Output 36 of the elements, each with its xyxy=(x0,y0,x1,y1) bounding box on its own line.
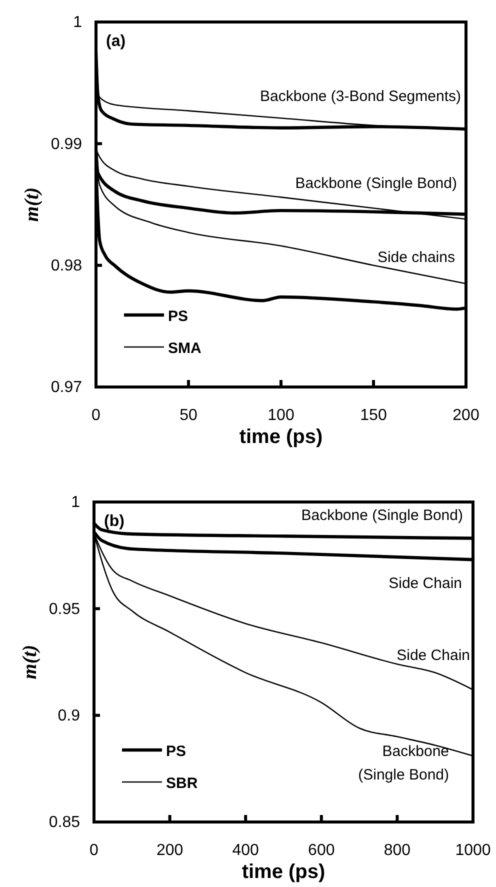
y-tick-label: 0.99 xyxy=(50,136,82,153)
y-tick-label: 0.9 xyxy=(58,707,80,724)
annotation: (a) xyxy=(106,33,126,50)
x-tick-label: 0 xyxy=(90,842,99,859)
legend-label: PS xyxy=(168,308,188,325)
y-tick-label: 0.85 xyxy=(48,814,80,832)
y-axis-title: m(t) xyxy=(21,187,43,222)
y-axis-title: m(t) xyxy=(19,644,41,680)
x-tick-label: 800 xyxy=(384,842,411,859)
x-tick-label: 0 xyxy=(92,407,101,424)
annotation: Backbone (Single Bond) xyxy=(295,175,457,192)
x-axis-title: time (ps) xyxy=(239,426,323,448)
y-tick-label: 1 xyxy=(73,14,82,32)
x-tick-label: 400 xyxy=(232,842,260,859)
x-tick-label: 200 xyxy=(452,407,480,424)
annotation: Backbone (Single Bond) xyxy=(301,507,463,524)
annotation: Side chains xyxy=(377,249,455,266)
annotation: Side Chain xyxy=(388,575,462,592)
x-tick-label: 1000 xyxy=(455,842,491,859)
x-tick-label: 50 xyxy=(180,407,198,424)
annotation: Backbone (3-Bond Segments) xyxy=(260,88,461,105)
x-tick-label: 150 xyxy=(360,407,387,424)
legend-label: PS xyxy=(166,743,186,760)
y-tick-label: 0.97 xyxy=(50,379,82,396)
legend-label: SMA xyxy=(168,340,202,357)
legend-label: SBR xyxy=(166,775,198,792)
y-tick-label: 0.95 xyxy=(48,600,80,618)
x-tick-label: 600 xyxy=(308,842,335,859)
annotation: (b) xyxy=(104,513,124,530)
y-tick-label: 0.98 xyxy=(50,257,82,274)
x-tick-label: 100 xyxy=(268,407,294,424)
annotation: Side Chain xyxy=(396,647,470,664)
x-axis-title: time (ps) xyxy=(242,861,326,883)
y-tick-label: 1 xyxy=(71,494,80,512)
annotation: Backbone (Single Bond) xyxy=(358,743,449,784)
x-tick-label: 200 xyxy=(156,842,184,859)
